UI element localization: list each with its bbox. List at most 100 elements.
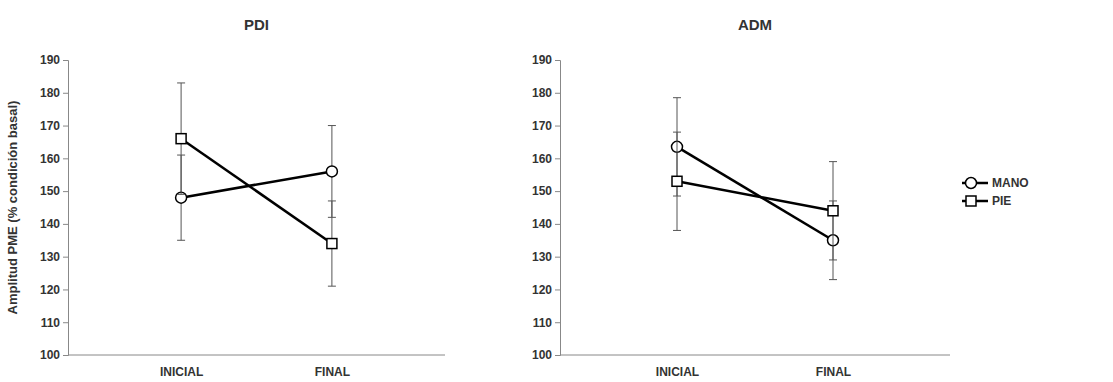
tick-label: 140 bbox=[40, 217, 60, 231]
tick-mark bbox=[63, 191, 68, 192]
tick-label: 180 bbox=[40, 86, 60, 100]
tick-mark bbox=[555, 60, 560, 61]
chart: PDI100110120130140150160170180190INICIAL… bbox=[5, 16, 445, 379]
tick-mark bbox=[63, 355, 68, 356]
tick-mark bbox=[63, 322, 68, 323]
tick-label: 100 bbox=[40, 348, 60, 362]
tick-mark bbox=[555, 322, 560, 323]
figure: PDI100110120130140150160170180190INICIAL… bbox=[0, 0, 1113, 382]
marker bbox=[326, 166, 337, 177]
tick-mark bbox=[555, 224, 560, 225]
line bbox=[677, 147, 833, 240]
tick-mark bbox=[63, 289, 68, 290]
tick: 150 bbox=[532, 184, 560, 198]
tick: 170 bbox=[40, 119, 68, 133]
tick-label: 120 bbox=[40, 283, 60, 297]
tick-label: 140 bbox=[532, 217, 552, 231]
tick-mark bbox=[63, 93, 68, 94]
tick-label: INICIAL bbox=[160, 365, 203, 379]
tick-label: 170 bbox=[40, 119, 60, 133]
tick-label: FINAL bbox=[816, 365, 851, 379]
tick-label: 120 bbox=[532, 283, 552, 297]
tick: FINAL bbox=[315, 365, 350, 379]
x-axis: INICIAL FINAL bbox=[560, 355, 950, 379]
tick-mark bbox=[555, 158, 560, 159]
series bbox=[176, 83, 337, 286]
tick-label: INICIAL bbox=[656, 365, 699, 379]
tick: 160 bbox=[40, 152, 68, 166]
plot-area bbox=[672, 98, 839, 280]
x-axis: INICIAL FINAL bbox=[68, 355, 445, 379]
tick-label: 160 bbox=[40, 152, 60, 166]
line bbox=[181, 171, 332, 197]
line bbox=[181, 139, 332, 244]
legend-item: MANO bbox=[962, 176, 1029, 190]
legend: MANO PIE bbox=[962, 176, 1029, 208]
tick-mark bbox=[555, 257, 560, 258]
error-bar bbox=[177, 83, 185, 194]
tick: 140 bbox=[40, 217, 68, 231]
tick: 180 bbox=[532, 86, 560, 100]
tick-mark bbox=[555, 191, 560, 192]
tick: 120 bbox=[40, 283, 68, 297]
tick-label: 130 bbox=[40, 250, 60, 264]
error-bar bbox=[673, 132, 681, 230]
tick: 190 bbox=[40, 53, 68, 67]
series bbox=[672, 98, 839, 280]
tick: 120 bbox=[532, 283, 560, 297]
tick-label: 180 bbox=[532, 86, 552, 100]
axis-line bbox=[555, 61, 561, 356]
tick-mark bbox=[63, 126, 68, 127]
tick-label: 110 bbox=[533, 316, 553, 330]
tick: 170 bbox=[532, 119, 560, 133]
series bbox=[672, 132, 838, 260]
tick: 180 bbox=[40, 86, 68, 100]
tick: 100 bbox=[532, 348, 560, 362]
marker bbox=[176, 134, 186, 144]
y-axis: 100 110 120 130 140 150 160 170 180 190 bbox=[40, 53, 69, 362]
chart-title: ADM bbox=[738, 16, 772, 33]
tick-label: 190 bbox=[532, 53, 552, 67]
tick-label: 110 bbox=[41, 316, 61, 330]
y-axis-title: Amplitud PME (% condición basal) bbox=[5, 101, 20, 315]
tick: 160 bbox=[532, 152, 560, 166]
tick: 110 bbox=[41, 316, 68, 330]
axis-line bbox=[68, 355, 445, 356]
tick: 130 bbox=[532, 250, 560, 264]
tick: 110 bbox=[533, 316, 560, 330]
tick-label: 190 bbox=[40, 53, 60, 67]
legend-label: PIE bbox=[992, 194, 1011, 208]
tick-mark bbox=[63, 158, 68, 159]
marker bbox=[828, 206, 838, 216]
error-bar bbox=[328, 201, 336, 286]
tick-label: 130 bbox=[532, 250, 552, 264]
line bbox=[677, 181, 833, 211]
axis-line bbox=[560, 355, 950, 356]
tick: 190 bbox=[532, 53, 560, 67]
tick-label: 170 bbox=[532, 119, 552, 133]
tick: 150 bbox=[40, 184, 68, 198]
tick-mark bbox=[63, 224, 68, 225]
tick-label: 150 bbox=[40, 184, 60, 198]
tick: FINAL bbox=[816, 365, 851, 379]
legend-marker bbox=[966, 196, 976, 206]
legend-item: PIE bbox=[962, 194, 1011, 208]
axis-line bbox=[63, 61, 69, 356]
tick-mark bbox=[555, 289, 560, 290]
legend-marker bbox=[966, 178, 977, 189]
tick: INICIAL bbox=[160, 365, 203, 379]
tick: 130 bbox=[40, 250, 68, 264]
error-bar bbox=[829, 162, 837, 260]
tick: INICIAL bbox=[656, 365, 699, 379]
tick-mark bbox=[555, 93, 560, 94]
series bbox=[176, 126, 338, 241]
plot-area bbox=[176, 83, 338, 286]
marker bbox=[327, 239, 337, 249]
tick: 140 bbox=[532, 217, 560, 231]
tick-label: FINAL bbox=[315, 365, 350, 379]
legend-label: MANO bbox=[992, 176, 1029, 190]
y-axis: 100 110 120 130 140 150 160 170 180 190 bbox=[532, 53, 561, 362]
tick-mark bbox=[63, 257, 68, 258]
chart: ADM 100 110 120 130 140 150 160 170 180 190 INICIAL… bbox=[532, 16, 1029, 379]
tick: 100 bbox=[40, 348, 68, 362]
